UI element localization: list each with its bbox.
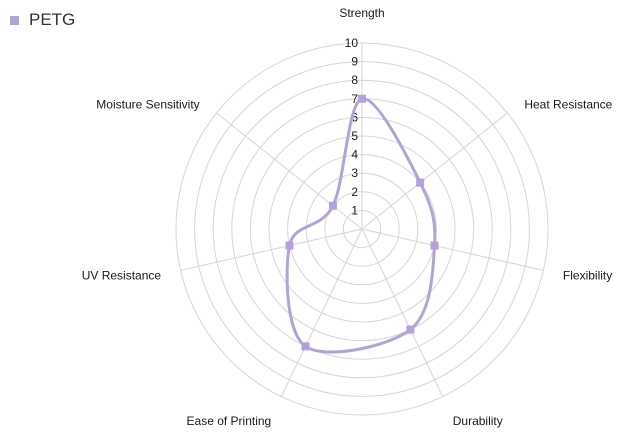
data-point [430, 241, 439, 250]
axis-label: Durability [453, 414, 503, 428]
tick-label: 3 [351, 166, 358, 180]
axis-label: Heat Resistance [524, 97, 612, 111]
axis-label: Ease of Printing [187, 414, 272, 428]
data-point [406, 325, 415, 334]
tick-label: 10 [345, 36, 359, 50]
grid-spoke [280, 228, 363, 397]
tick-label: 9 [351, 55, 358, 69]
tick-label: 2 [351, 185, 358, 199]
tick-label: 8 [351, 73, 358, 87]
data-point [285, 241, 294, 250]
grid-spoke [361, 228, 544, 271]
grid-spoke [216, 112, 363, 230]
tick-label: 6 [351, 110, 358, 124]
legend-label: PETG [29, 10, 76, 29]
grid-spoke [180, 228, 363, 271]
tick-label: 4 [351, 148, 358, 162]
legend: PETG [10, 10, 75, 30]
data-point [301, 342, 310, 351]
data-point [416, 178, 425, 187]
tick-label: 1 [351, 203, 358, 217]
axis-label: Moisture Sensitivity [96, 97, 199, 111]
axis-label: UV Resistance [82, 268, 162, 282]
axis-label: Flexibility [563, 268, 612, 282]
tick-label: 5 [351, 129, 358, 143]
grid-spoke [361, 228, 444, 397]
data-point [328, 201, 337, 210]
data-point [358, 94, 366, 103]
tick-label: 7 [351, 92, 358, 106]
legend-swatch [10, 15, 19, 25]
axis-label: Strength [339, 6, 384, 20]
series-line [285, 97, 437, 354]
grid-spoke [361, 112, 508, 230]
